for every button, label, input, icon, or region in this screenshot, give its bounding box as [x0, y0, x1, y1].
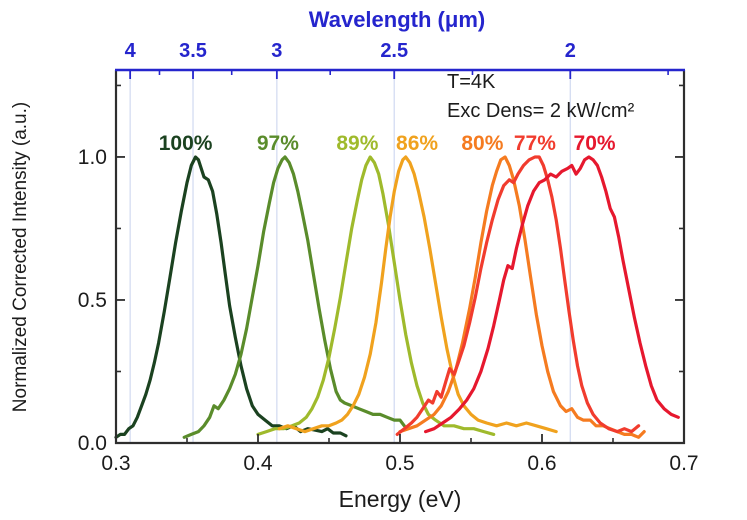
spectrum-curve-77% [395, 155, 641, 436]
peak-label-86%: 86% [396, 132, 438, 155]
spectrum-curve-89% [256, 155, 496, 436]
x-tick-label: 0.3 [101, 452, 130, 475]
x-axis-title: Energy (eV) [339, 486, 462, 512]
peak-labels: 100% 97% 89% 86% 80% 77% 70% [159, 132, 616, 155]
x-tick-label: 0.6 [527, 452, 556, 475]
wavelength-tick-label: 3.5 [179, 40, 207, 62]
annotation-excitation-density: Exc Dens= 2 kW/cm² [447, 100, 635, 122]
spectrum-curve-86% [277, 155, 558, 434]
y-tick-label: 1.0 [78, 146, 107, 169]
x-tick-label: 0.5 [385, 452, 414, 475]
peak-label-80%: 80% [461, 132, 503, 155]
peak-label-97%: 97% [257, 132, 299, 155]
tick-labels: 0.3 0.4 0.5 0.6 0.7 0.0 0.5 1.0 4 3.5 3 2.5 2 [78, 40, 699, 475]
spectrum-curve-70% [424, 155, 680, 434]
axis-ticks [115, 70, 685, 444]
y-axis-title: Normalized Corrected Intensity (a.u.) [10, 102, 31, 412]
y-tick-label: 0.5 [78, 289, 107, 312]
wavelength-tick-label: 3 [271, 40, 282, 62]
top-axis-title: Wavelength (μm) [309, 7, 485, 32]
wavelength-tick-label: 2.5 [380, 40, 408, 62]
peak-label-70%: 70% [574, 132, 616, 155]
x-tick-label: 0.4 [243, 452, 273, 475]
spectrum-curve-100% [114, 155, 348, 439]
x-tick-label: 0.7 [669, 452, 698, 475]
peak-label-100%: 100% [159, 132, 213, 155]
y-tick-label: 0.0 [78, 432, 107, 455]
spectrum-curve-97% [182, 155, 406, 439]
spectra-curves [114, 155, 680, 439]
plot-frame [114, 68, 686, 445]
wavelength-tick-label: 2 [565, 40, 576, 62]
peak-label-77%: 77% [514, 132, 556, 155]
wavelength-tick-label: 4 [125, 40, 137, 62]
gridlines [129, 70, 571, 443]
annotation-temperature: T=4K [447, 71, 496, 93]
peak-label-89%: 89% [336, 132, 378, 155]
